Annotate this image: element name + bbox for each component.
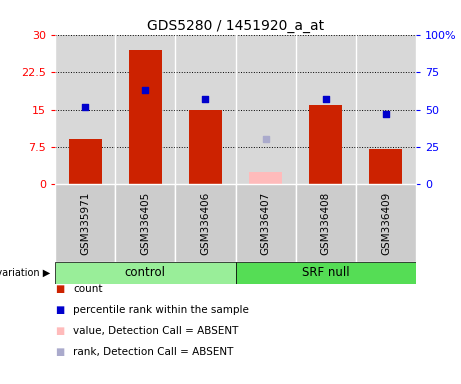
Bar: [369, 149, 402, 184]
Text: SRF null: SRF null: [302, 266, 349, 280]
Text: GSM336407: GSM336407: [260, 191, 271, 255]
Bar: [69, 139, 101, 184]
Point: [262, 136, 269, 142]
Bar: [175, 184, 236, 262]
Bar: [55, 262, 236, 284]
Text: GSM336405: GSM336405: [140, 191, 150, 255]
Point: [82, 103, 89, 109]
Point: [322, 96, 330, 102]
Bar: [296, 184, 356, 262]
Point: [142, 87, 149, 93]
Text: ■: ■: [55, 326, 64, 336]
Bar: [356, 184, 416, 262]
Point: [202, 96, 209, 102]
Text: GSM336409: GSM336409: [381, 191, 391, 255]
Bar: [249, 172, 282, 184]
Bar: [309, 104, 343, 184]
Text: ■: ■: [55, 305, 64, 315]
Bar: [236, 262, 416, 284]
Text: control: control: [125, 266, 166, 280]
Text: ■: ■: [55, 347, 64, 357]
Text: ■: ■: [55, 284, 64, 294]
Text: rank, Detection Call = ABSENT: rank, Detection Call = ABSENT: [73, 347, 234, 357]
Text: count: count: [73, 284, 103, 294]
Text: GSM336406: GSM336406: [201, 191, 210, 255]
Text: percentile rank within the sample: percentile rank within the sample: [73, 305, 249, 315]
Bar: [115, 184, 175, 262]
Point: [382, 111, 390, 117]
Title: GDS5280 / 1451920_a_at: GDS5280 / 1451920_a_at: [147, 18, 324, 33]
Bar: [236, 184, 296, 262]
Bar: [129, 50, 162, 184]
Bar: [189, 109, 222, 184]
Text: genotype/variation ▶: genotype/variation ▶: [0, 268, 50, 278]
Bar: [55, 184, 115, 262]
Text: GSM336408: GSM336408: [321, 191, 331, 255]
Text: GSM335971: GSM335971: [80, 191, 90, 255]
Text: value, Detection Call = ABSENT: value, Detection Call = ABSENT: [73, 326, 239, 336]
